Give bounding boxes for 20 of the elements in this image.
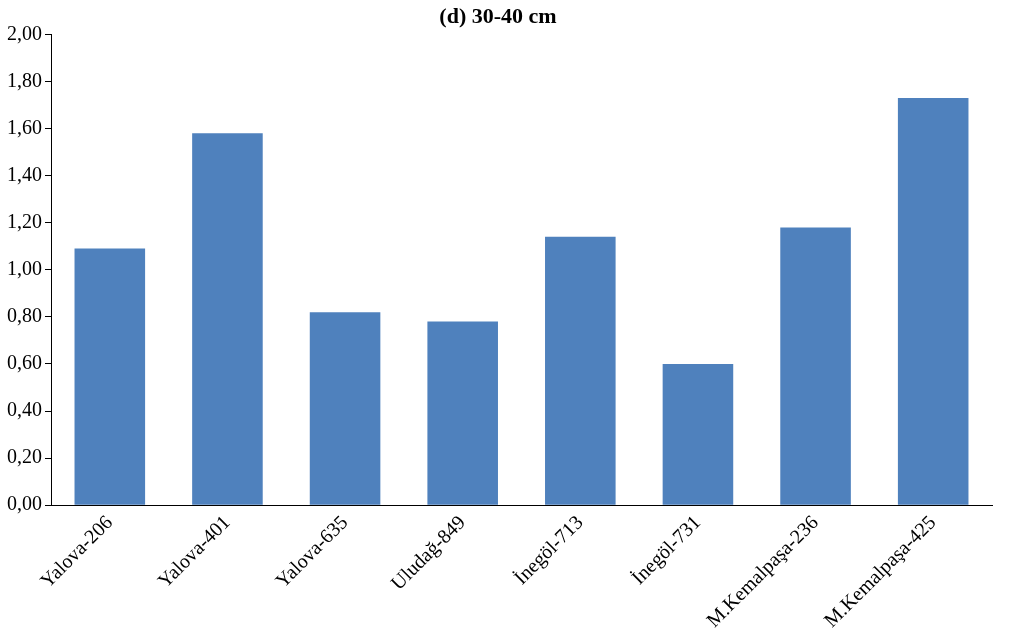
- y-tick-label: 2,00: [7, 21, 42, 44]
- bar: [897, 97, 969, 505]
- chart-title: (d) 30-40 cm: [439, 2, 557, 28]
- bar: [192, 133, 263, 505]
- bar: [427, 321, 498, 505]
- y-tick-label: 1,80: [7, 68, 42, 91]
- y-tick-label: 0,20: [7, 445, 42, 468]
- y-tick-label: 0,00: [7, 492, 42, 515]
- y-tick-label: 1,60: [7, 115, 42, 138]
- y-tick-label: 1,00: [7, 257, 42, 280]
- y-tick-label: 1,40: [7, 162, 42, 185]
- y-tick-label: 0,80: [7, 304, 42, 327]
- y-tick-label: 0,40: [7, 398, 42, 421]
- y-tick-label: 1,20: [7, 209, 42, 232]
- bar: [74, 248, 146, 505]
- bar: [309, 312, 381, 505]
- bar: [545, 236, 616, 505]
- bar: [662, 363, 734, 505]
- y-tick-label: 0,60: [7, 351, 42, 374]
- bar: [780, 227, 851, 505]
